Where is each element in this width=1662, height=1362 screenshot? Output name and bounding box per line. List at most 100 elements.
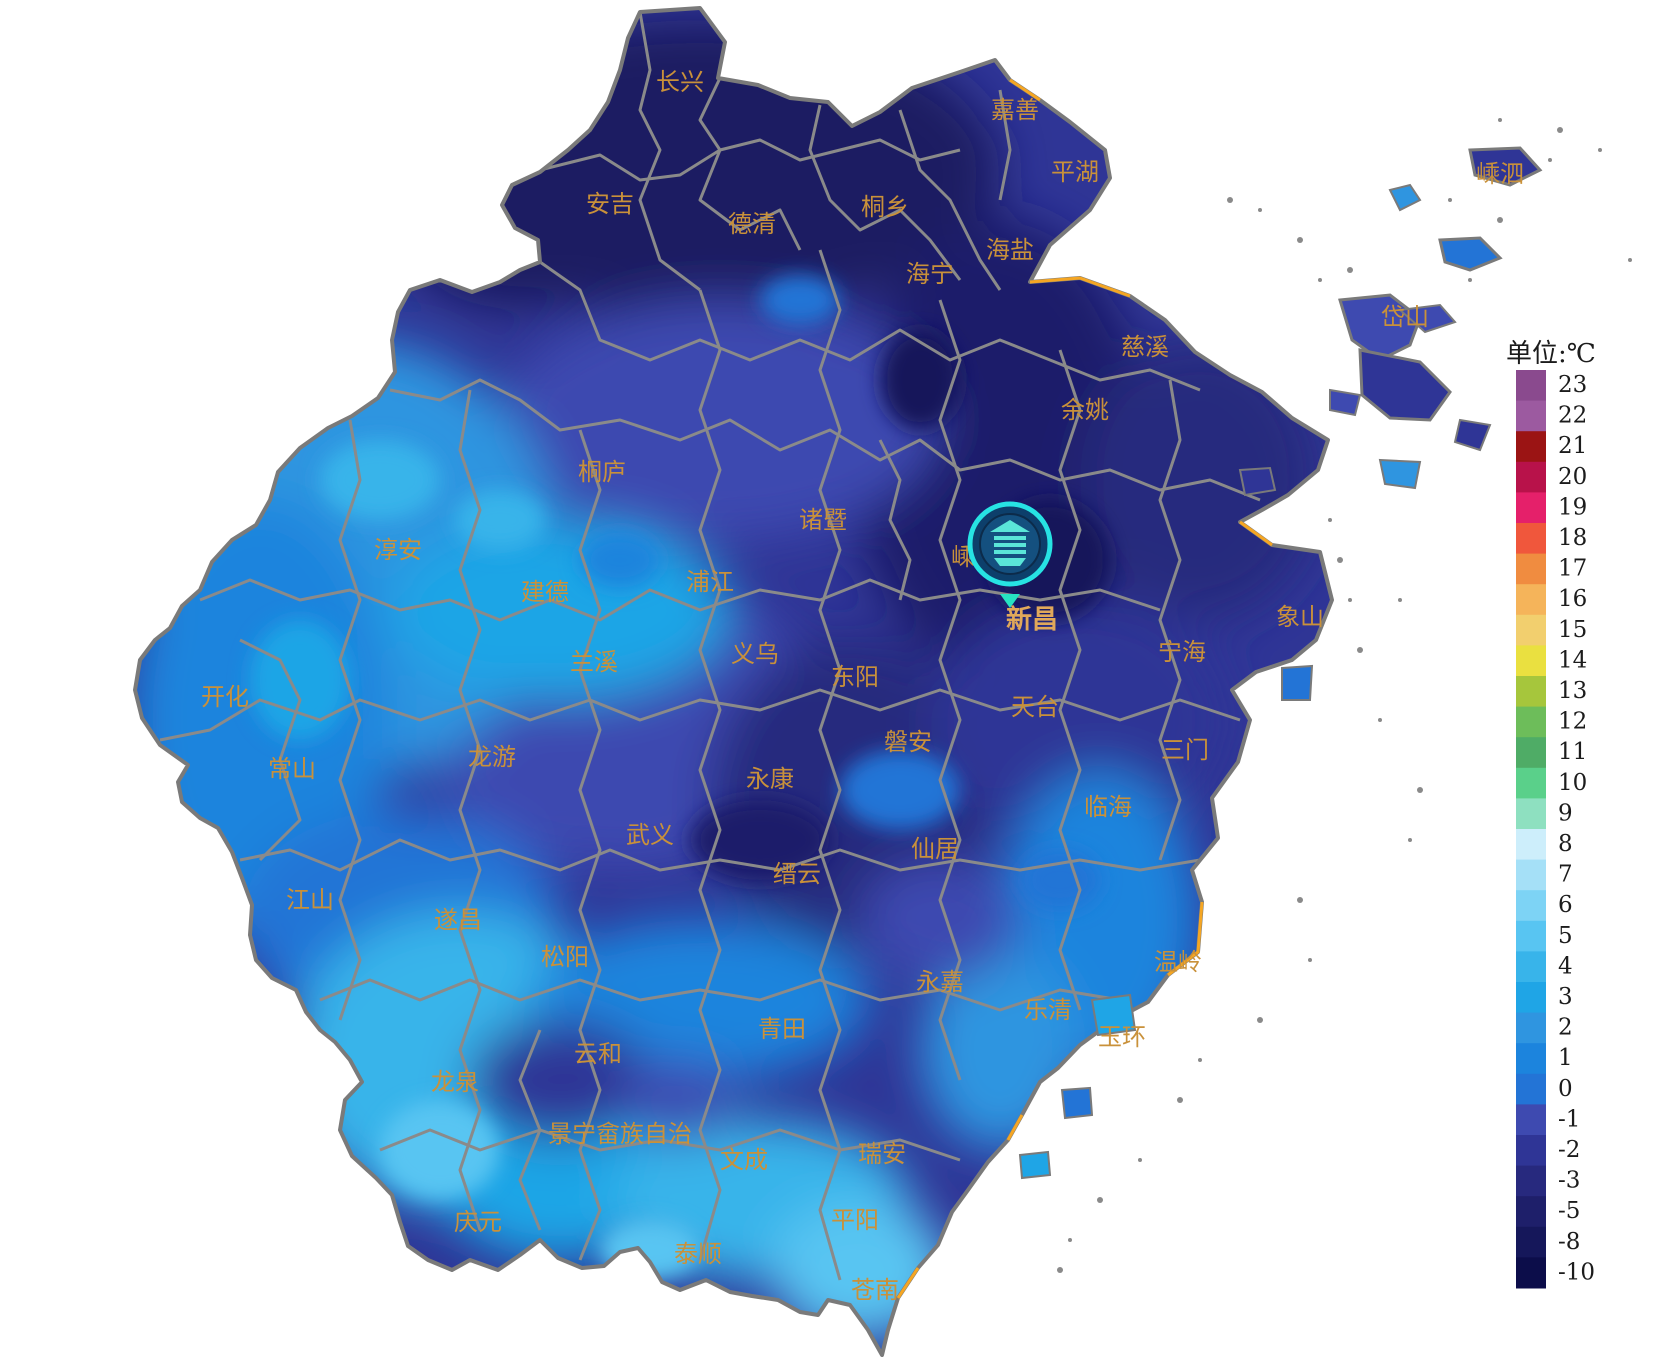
city-label-daishan: 岱山 (1381, 303, 1429, 331)
islet-dots (1057, 118, 1632, 1273)
city-label-shengsi: 嵊泗 (1476, 160, 1524, 188)
legend-swatch (1516, 951, 1546, 983)
city-label-longquan: 龙泉 (431, 1068, 479, 1096)
legend-swatch (1516, 584, 1546, 616)
legend-swatch (1516, 982, 1546, 1014)
legend-swatch (1516, 920, 1546, 952)
city-label-ninghai: 宁海 (1158, 638, 1206, 666)
legend-swatch (1516, 553, 1546, 585)
city-label-anji: 安吉 (586, 190, 634, 218)
legend-swatch (1516, 676, 1546, 708)
legend-label: 10 (1558, 770, 1587, 796)
legend-label: 9 (1558, 800, 1573, 826)
city-label-wenling: 温岭 (1154, 948, 1202, 976)
city-label-changshan: 常山 (268, 755, 316, 783)
legend-swatch (1516, 1257, 1546, 1289)
city-label-tiantai: 天台 (1011, 693, 1059, 721)
city-label-yunhe: 云和 (574, 1040, 622, 1068)
legend-swatch (1516, 614, 1546, 646)
legend-swatch (1516, 523, 1546, 555)
legend-swatch (1516, 492, 1546, 524)
legend-swatch (1516, 1135, 1546, 1167)
legend-swatch (1516, 859, 1546, 891)
city-label-changxing: 长兴 (656, 68, 704, 96)
legend-swatch (1516, 890, 1546, 922)
city-label-jiashan: 嘉善 (991, 96, 1039, 124)
city-label-jingning: 景宁畲族自治 (548, 1120, 692, 1148)
city-label-ruian: 瑞安 (858, 1140, 906, 1168)
city-label-yuhuan: 玉环 (1098, 1023, 1146, 1051)
legend-label: -10 (1558, 1259, 1595, 1285)
legend-swatch (1516, 1104, 1546, 1136)
legend-label: 20 (1558, 464, 1587, 490)
legend-label: 22 (1558, 403, 1587, 429)
city-label-dongyang: 东阳 (831, 663, 879, 691)
city-label-tongxiang: 桐乡 (861, 193, 909, 221)
station-name: 新昌 (1006, 604, 1058, 635)
city-label-zhuji: 诸暨 (799, 506, 847, 534)
legend-swatch (1516, 1043, 1546, 1075)
station-marker[interactable]: 新昌 (967, 501, 1058, 635)
legend-label: -1 (1558, 1106, 1580, 1132)
city-label-xianju: 仙居 (911, 835, 959, 863)
county-boundaries (159, 11, 1261, 1281)
legend-label: 19 (1558, 494, 1587, 520)
legend-title: 单位:℃ (1506, 339, 1596, 369)
legend-swatch (1516, 1196, 1546, 1228)
city-label-cixi: 慈溪 (1121, 333, 1169, 361)
city-label-yongjia: 永嘉 (916, 968, 964, 996)
legend-swatch (1516, 1165, 1546, 1197)
city-label-pingyang: 平阳 (831, 1206, 879, 1234)
city-label-wuyi: 武义 (626, 821, 674, 849)
city-label-tonglu: 桐庐 (578, 458, 626, 486)
legend-label: 18 (1558, 525, 1587, 551)
legend-label: 13 (1558, 678, 1587, 704)
legend-label: 4 (1558, 953, 1573, 979)
legend-swatch (1516, 1012, 1546, 1044)
legend-label: 15 (1558, 617, 1587, 643)
city-label-taishun: 泰顺 (674, 1240, 722, 1268)
legend-label: 16 (1558, 586, 1587, 612)
legend-label: 14 (1558, 647, 1587, 673)
legend-label: 3 (1558, 984, 1573, 1010)
station-marker-pointer (1000, 594, 1020, 608)
legend-label: -8 (1558, 1229, 1580, 1255)
legend-label: -5 (1558, 1198, 1580, 1224)
legend-label: 6 (1558, 892, 1573, 918)
city-label-lanxi: 兰溪 (570, 648, 618, 676)
legend-label: 0 (1558, 1076, 1573, 1102)
legend-swatch (1516, 829, 1546, 861)
legend-label: 23 (1558, 372, 1587, 398)
legend-swatch (1516, 737, 1546, 769)
legend-label: 17 (1558, 556, 1587, 582)
legend-label: 12 (1558, 709, 1587, 735)
legend-label: 11 (1558, 739, 1587, 765)
city-label-yiwu: 义乌 (731, 640, 779, 668)
legend-swatch (1516, 400, 1546, 432)
coastline-highlight (896, 78, 1273, 1299)
city-label-cangnan: 苍南 (851, 1276, 899, 1304)
city-label-kaihua: 开化 (201, 683, 249, 711)
legend-items: 23222120191817161514131211109876543210-1… (1516, 370, 1595, 1289)
legend-swatch (1516, 1226, 1546, 1258)
city-label-panan: 磐安 (884, 728, 932, 756)
city-label-jiangshan: 江山 (286, 886, 334, 914)
meteorological-station-icon (990, 520, 1030, 566)
city-label-suichang: 遂昌 (434, 906, 482, 934)
city-label-sanmen: 三门 (1161, 736, 1209, 764)
color-legend: 单位:℃ 23222120191817161514131211109876543… (1506, 339, 1596, 1289)
city-label-haining: 海宁 (906, 260, 954, 288)
city-label-pinghu: 平湖 (1051, 158, 1099, 186)
city-label-deqing: 德清 (728, 210, 776, 238)
legend-swatch (1516, 370, 1546, 402)
city-label-yuyao: 余姚 (1061, 396, 1109, 424)
legend-label: -3 (1558, 1168, 1580, 1194)
legend-label: 7 (1558, 862, 1573, 888)
legend-label: 5 (1558, 923, 1573, 949)
legend-label: 8 (1558, 831, 1573, 857)
city-label-xiangshan: 象山 (1276, 603, 1324, 631)
offshore-islands (1018, 146, 1543, 1180)
city-label-pujiang: 浦江 (686, 568, 734, 596)
legend-swatch (1516, 461, 1546, 493)
temperature-detail (250, 275, 1110, 1280)
